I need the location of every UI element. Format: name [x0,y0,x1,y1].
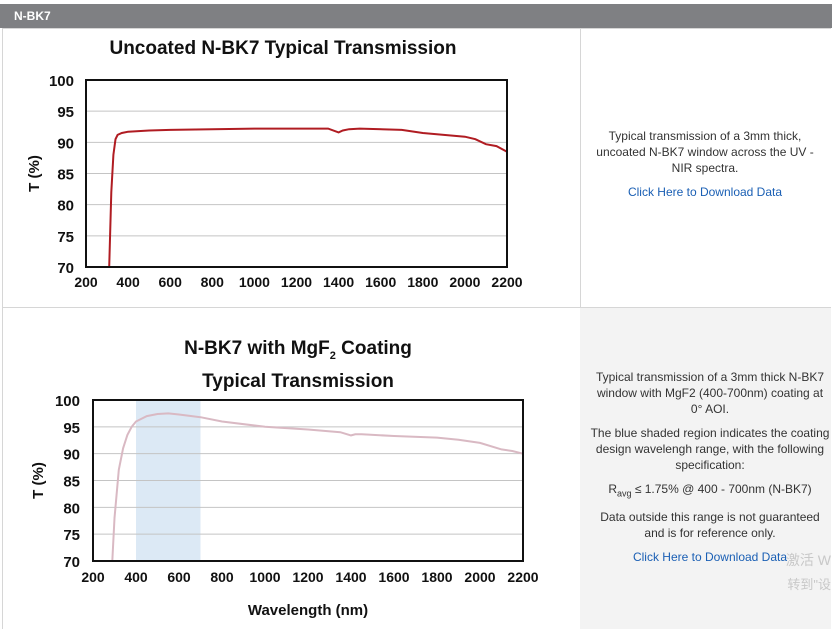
y-axis-title: T (%) [26,155,43,192]
y-tick-label: 100 [55,393,80,410]
chart-title: N-BK7 with MgF2 Coating Typical Transmis… [83,336,513,394]
x-tick-label: 600 [159,274,183,290]
transmission-series-line [111,412,524,562]
title-subscript: 2 [329,349,336,362]
chart-title: Uncoated N-BK7 Typical Transmission [109,38,457,59]
x-tick-label: 400 [124,569,148,585]
spec-prefix: R [608,482,617,496]
description-cell: Typical transmission of a 3mm thick, unc… [580,29,831,307]
x-tick-label: 2000 [449,274,480,290]
x-axis-title: Wavelength (nm) [248,602,368,619]
y-tick-label: 70 [57,260,74,277]
x-tick-label: 200 [74,274,98,290]
description-text-1: Typical transmission of a 3mm thick N-BK… [595,370,825,416]
watermark-line2: 转到"设 [787,577,831,592]
spec-text: Ravg ≤ 1.75% @ 400 - 700nm (N-BK7) [590,481,830,501]
section-title: N-BK7 [14,9,51,23]
y-tick-label: 90 [63,447,80,464]
x-tick-label: 1800 [407,274,438,290]
spec-subscript: avg [616,488,632,499]
download-data-link[interactable]: Click Here to Download Data [627,185,783,199]
x-tick-label: 800 [201,274,225,290]
y-tick-label: 75 [57,229,74,246]
description-text-2: The blue shaded region indicates the coa… [590,426,830,472]
x-tick-label: 600 [167,569,191,585]
x-tick-label: 1800 [421,569,452,585]
x-tick-label: 1400 [335,569,366,585]
y-tick-label: 90 [57,135,74,152]
chart-row-uncoated: Uncoated N-BK7 Typical Transmission 70 75… [2,28,831,307]
x-tick-label: 1200 [292,569,323,585]
y-tick-label: 70 [63,554,80,571]
y-tick-label: 80 [63,500,80,517]
y-tick-label: 85 [63,474,80,491]
x-tick-label: 200 [81,569,105,585]
y-tick-label: 100 [49,73,74,90]
title-line2: Typical Transmission [202,370,394,392]
x-tick-label: 1000 [249,569,280,585]
y-tick-label: 85 [57,167,74,184]
x-tick-label: 1000 [239,274,270,290]
chart-cell-uncoated: Uncoated N-BK7 Typical Transmission 70 75… [2,29,581,307]
description-text-3: Data outside this range is not guarantee… [600,510,820,541]
x-tick-label: 800 [210,569,234,585]
description-cell: Typical transmission of a 3mm thick N-BK… [580,308,831,629]
y-axis-title: T (%) [30,462,47,499]
chart-uncoated: 70 75 80 85 90 95 100 200 400 600 800 1000 1200 1400 1… [26,73,523,290]
transmission-series-line [108,127,508,268]
x-tick-label: 2200 [507,569,538,585]
chart-cell-mgf2: N-BK7 with MgF2 Coating Typical Transmis… [2,308,581,629]
plot-frame [92,399,524,562]
y-tick-label: 80 [57,198,74,215]
y-tick-label: 95 [57,104,74,121]
watermark-line1: 激活 W [785,552,831,568]
x-tick-label: 2200 [491,274,522,290]
x-tick-label: 1600 [365,274,396,290]
x-tick-label: 400 [116,274,140,290]
x-tick-label: 1400 [323,274,354,290]
chart-row-mgf2: N-BK7 with MgF2 Coating Typical Transmis… [2,307,831,629]
y-tick-label: 75 [63,527,80,544]
plot-frame [85,79,508,268]
title-main: N-BK7 with MgF [184,338,330,359]
description-text: Typical transmission of a 3mm thick, unc… [596,129,814,175]
spec-rest: ≤ 1.75% @ 400 - 700nm (N-BK7) [631,482,812,496]
y-tick-label: 95 [63,420,80,437]
x-tick-label: 1200 [281,274,312,290]
title-rest: Coating [335,338,412,359]
download-data-link[interactable]: Click Here to Download Data [632,550,788,565]
section-header: N-BK7 [0,4,832,28]
chart-mgf2: 70 75 80 85 90 95 100 200 400 600 800 1000 1200 1400 1… [30,393,539,619]
x-tick-label: 2000 [464,569,495,585]
x-tick-label: 1600 [378,569,409,585]
